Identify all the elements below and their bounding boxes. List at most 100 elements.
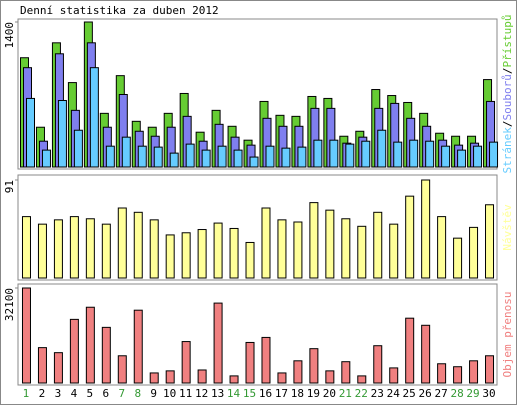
bar bbox=[277, 219, 287, 279]
bar bbox=[409, 139, 419, 168]
bar bbox=[201, 149, 211, 168]
bar bbox=[277, 372, 287, 384]
bar bbox=[149, 372, 159, 384]
bar bbox=[309, 348, 319, 384]
legend-entry: Objem přenosu bbox=[501, 291, 514, 377]
legend-entry: Přístupů bbox=[501, 15, 514, 68]
legend-entry: Stránek bbox=[501, 127, 514, 174]
bar bbox=[185, 143, 195, 168]
x-tick-label: 23 bbox=[371, 387, 384, 400]
x-tick-label: 30 bbox=[482, 387, 495, 400]
bar bbox=[309, 202, 319, 279]
x-tick-label: 16 bbox=[259, 387, 272, 400]
x-tick-label: 24 bbox=[387, 387, 401, 400]
bar bbox=[229, 375, 239, 384]
bar bbox=[165, 370, 175, 384]
bar bbox=[421, 179, 431, 279]
bar bbox=[437, 216, 447, 279]
x-tick-label: 27 bbox=[434, 387, 447, 400]
bar bbox=[153, 146, 163, 168]
bar bbox=[101, 223, 111, 279]
bar bbox=[213, 302, 223, 384]
bar bbox=[57, 100, 67, 168]
bar bbox=[361, 140, 371, 168]
bar bbox=[233, 149, 243, 168]
x-tick-label: 8 bbox=[134, 387, 141, 400]
bar bbox=[117, 355, 127, 384]
bar bbox=[473, 145, 483, 168]
bar bbox=[261, 336, 271, 384]
bar bbox=[37, 223, 47, 279]
bar bbox=[357, 375, 367, 384]
legend: Objem přenosu bbox=[501, 291, 514, 377]
bar bbox=[421, 324, 431, 384]
legend-separator: / bbox=[501, 68, 514, 75]
bar bbox=[181, 232, 191, 279]
bar bbox=[485, 355, 495, 384]
bar bbox=[453, 366, 463, 384]
bar bbox=[293, 360, 303, 384]
x-tick-label: 20 bbox=[323, 387, 336, 400]
legend-separator: / bbox=[501, 120, 514, 127]
bar bbox=[457, 149, 467, 168]
x-tick-label: 1 bbox=[23, 387, 30, 400]
bar bbox=[281, 147, 291, 168]
legend-entry: Návštěv bbox=[501, 204, 514, 251]
bar bbox=[425, 140, 435, 168]
bar bbox=[245, 341, 255, 384]
bar bbox=[389, 367, 399, 384]
bar bbox=[26, 97, 35, 168]
bar bbox=[373, 345, 383, 384]
bar bbox=[249, 156, 259, 168]
bar bbox=[377, 129, 387, 168]
bar bbox=[325, 209, 335, 279]
bar bbox=[53, 219, 63, 279]
bar bbox=[89, 67, 99, 168]
x-tick-label: 2 bbox=[39, 387, 46, 400]
x-tick-label: 15 bbox=[243, 387, 256, 400]
bar bbox=[85, 306, 95, 384]
bar bbox=[117, 207, 127, 279]
x-tick-label: 17 bbox=[275, 387, 288, 400]
x-tick-label: 22 bbox=[355, 387, 368, 400]
bar bbox=[261, 207, 271, 279]
x-tick-label: 10 bbox=[163, 387, 176, 400]
legend-entry: Souborů bbox=[501, 74, 514, 120]
bar bbox=[133, 211, 143, 279]
bar bbox=[329, 139, 339, 168]
bar bbox=[313, 139, 323, 168]
bar bbox=[373, 211, 383, 279]
x-tick-label: 28 bbox=[450, 387, 463, 400]
bar bbox=[41, 149, 51, 168]
bar bbox=[437, 363, 447, 384]
y-tick-label: 32100 bbox=[3, 288, 16, 321]
legend: Návštěv bbox=[501, 204, 514, 251]
bar bbox=[69, 318, 79, 384]
chart-title: Denní statistika za duben 2012 bbox=[20, 4, 219, 17]
bar bbox=[485, 204, 495, 279]
bar bbox=[101, 326, 111, 384]
x-tick-label: 4 bbox=[71, 387, 78, 400]
bar bbox=[21, 287, 31, 384]
bar bbox=[229, 227, 239, 279]
bar bbox=[181, 341, 191, 384]
bar bbox=[197, 369, 207, 384]
bar bbox=[341, 361, 351, 384]
x-tick-label: 21 bbox=[339, 387, 352, 400]
bar bbox=[197, 229, 207, 279]
bar bbox=[393, 141, 403, 168]
bar bbox=[293, 221, 303, 279]
y-tick-label: 1400 bbox=[3, 22, 16, 49]
x-tick-label: 13 bbox=[211, 387, 224, 400]
bar bbox=[165, 234, 175, 279]
panel bbox=[17, 283, 498, 386]
bar bbox=[469, 360, 479, 384]
x-tick-label: 6 bbox=[103, 387, 110, 400]
panel bbox=[17, 174, 498, 281]
x-tick-label: 26 bbox=[419, 387, 432, 400]
x-tick-label: 11 bbox=[179, 387, 192, 400]
bar bbox=[265, 145, 275, 168]
bar bbox=[73, 129, 83, 168]
bar bbox=[105, 145, 115, 168]
